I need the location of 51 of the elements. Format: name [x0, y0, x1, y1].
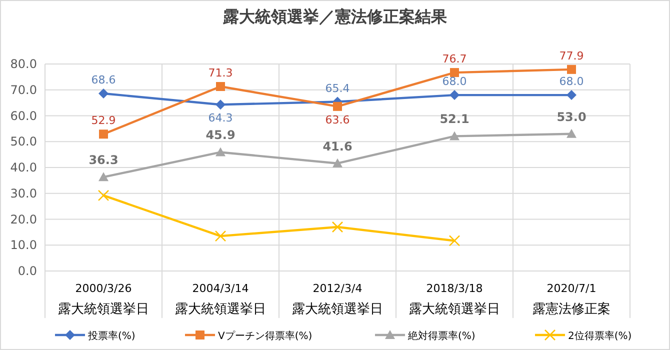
- point: [450, 90, 460, 100]
- point: [448, 235, 460, 246]
- data-label: 77.9: [559, 49, 584, 62]
- legend-label: 絶対得票率(%): [407, 330, 476, 342]
- point: [216, 100, 226, 110]
- point: [566, 90, 576, 100]
- y-tick-label: 0.0: [18, 264, 37, 278]
- point: [450, 131, 460, 140]
- point: [333, 102, 342, 111]
- point: [98, 172, 108, 182]
- data-label: 52.9: [91, 114, 116, 128]
- data-label: 63.6: [325, 113, 350, 126]
- point: [332, 158, 342, 168]
- x-tick-label: 2018/3/18 露大統領選挙日: [409, 282, 500, 317]
- data-label: 64.3: [208, 112, 233, 125]
- data-label: 68.0: [442, 75, 467, 88]
- point: [99, 130, 108, 139]
- chart-title: 露大統領選挙／憲法修正案結果: [222, 7, 448, 26]
- y-tick-label: 50.0: [10, 134, 37, 149]
- point: [216, 82, 225, 92]
- y-tick-label: 20.0: [10, 212, 37, 226]
- data-label: 68.6: [91, 73, 116, 86]
- y-tick-label: 60.0: [10, 108, 37, 123]
- point: [216, 147, 226, 156]
- y-tick-label: 10.0: [10, 238, 37, 252]
- data-label: 41.6: [322, 139, 352, 154]
- x-tick-label: 2020/7/1 露憲法修正案: [532, 282, 610, 317]
- point: [567, 64, 576, 74]
- y-tick-label: 80.0: [10, 57, 37, 71]
- data-label: 76.7: [442, 52, 467, 66]
- x-tick-label: 2004/3/14 露大統領選挙日: [175, 282, 266, 317]
- data-label: 65.4: [325, 82, 350, 95]
- y-tick-label: 30.0: [10, 186, 37, 200]
- point: [98, 88, 108, 98]
- point: [332, 221, 344, 233]
- data-label: 71.3: [208, 66, 233, 80]
- legend-label: Vプーチン得票率(%): [218, 330, 312, 342]
- x-tick-label: 2012/3/4 露大統領選挙日: [292, 282, 383, 317]
- data-label: 52.1: [440, 112, 470, 126]
- data-label: 53.0: [556, 110, 586, 124]
- legend-label: 投票率(%): [87, 330, 136, 342]
- point: [98, 190, 110, 202]
- point: [566, 128, 576, 138]
- legend-label: 2位得票率(%): [568, 330, 632, 342]
- point: [214, 230, 226, 242]
- y-tick-label: 70.0: [10, 82, 37, 97]
- data-label: 45.9: [206, 128, 236, 142]
- x-tick-label: 2000/3/26 露大統領選挙日: [58, 282, 149, 317]
- y-tick-label: 40.0: [10, 160, 37, 174]
- data-label: 68.0: [559, 75, 584, 88]
- data-label: 36.3: [88, 153, 118, 168]
